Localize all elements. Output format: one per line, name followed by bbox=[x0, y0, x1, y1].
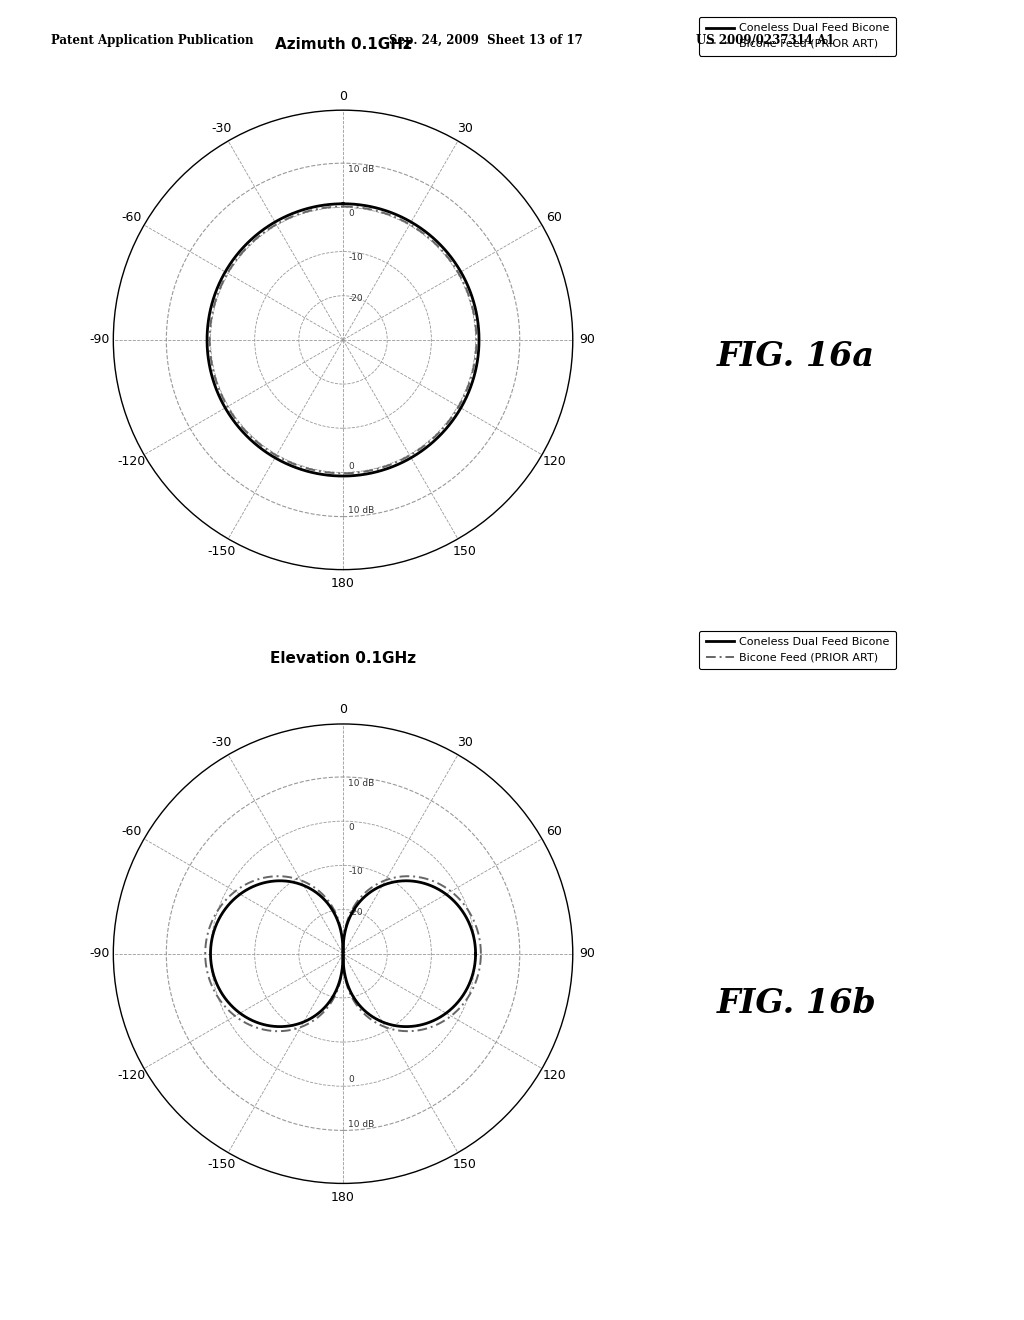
Text: -60: -60 bbox=[122, 825, 142, 838]
Text: -30: -30 bbox=[211, 737, 231, 748]
Text: -10: -10 bbox=[348, 253, 364, 263]
Text: 10 dB: 10 dB bbox=[348, 1119, 375, 1129]
Text: 0: 0 bbox=[339, 90, 347, 103]
Text: -150: -150 bbox=[207, 545, 236, 557]
Text: 10 dB: 10 dB bbox=[348, 506, 375, 515]
Text: 0: 0 bbox=[348, 822, 354, 832]
Text: 0: 0 bbox=[348, 1076, 354, 1085]
Legend: Coneless Dual Feed Bicone, Bicone Feed (PRIOR ART): Coneless Dual Feed Bicone, Bicone Feed (… bbox=[699, 17, 896, 55]
Text: 0: 0 bbox=[348, 462, 354, 471]
Text: 0: 0 bbox=[339, 704, 347, 717]
Text: -10: -10 bbox=[348, 867, 364, 876]
Text: 150: 150 bbox=[453, 1159, 477, 1171]
Text: -20: -20 bbox=[348, 908, 362, 917]
Text: 10 dB: 10 dB bbox=[348, 165, 375, 174]
Text: -90: -90 bbox=[89, 948, 110, 960]
Text: FIG. 16a: FIG. 16a bbox=[717, 339, 874, 372]
Text: 120: 120 bbox=[543, 455, 566, 469]
Text: 0: 0 bbox=[348, 209, 354, 218]
Text: -150: -150 bbox=[207, 1159, 236, 1171]
Text: 180: 180 bbox=[331, 1191, 355, 1204]
Text: -60: -60 bbox=[122, 211, 142, 224]
Legend: Coneless Dual Feed Bicone, Bicone Feed (PRIOR ART): Coneless Dual Feed Bicone, Bicone Feed (… bbox=[699, 631, 896, 669]
Text: 10 dB: 10 dB bbox=[348, 779, 375, 788]
Text: -30: -30 bbox=[211, 123, 231, 135]
Text: US 2009/0237314 A1: US 2009/0237314 A1 bbox=[696, 34, 835, 48]
Text: 60: 60 bbox=[546, 825, 562, 838]
Text: Sep. 24, 2009  Sheet 13 of 17: Sep. 24, 2009 Sheet 13 of 17 bbox=[389, 34, 583, 48]
Text: -120: -120 bbox=[118, 455, 146, 469]
Text: 60: 60 bbox=[546, 211, 562, 224]
Text: FIG. 16b: FIG. 16b bbox=[717, 987, 877, 1019]
Text: 120: 120 bbox=[543, 1069, 566, 1082]
Text: 30: 30 bbox=[457, 123, 473, 135]
Text: 150: 150 bbox=[453, 545, 477, 557]
Text: -20: -20 bbox=[348, 294, 362, 304]
Text: 30: 30 bbox=[457, 737, 473, 748]
Title: Azimuth 0.1GHz: Azimuth 0.1GHz bbox=[274, 37, 412, 53]
Text: 180: 180 bbox=[331, 577, 355, 590]
Text: -90: -90 bbox=[89, 334, 110, 346]
Text: Patent Application Publication: Patent Application Publication bbox=[51, 34, 254, 48]
Title: Elevation 0.1GHz: Elevation 0.1GHz bbox=[270, 651, 416, 667]
Text: 90: 90 bbox=[579, 948, 595, 960]
Text: -120: -120 bbox=[118, 1069, 146, 1082]
Text: 90: 90 bbox=[579, 334, 595, 346]
